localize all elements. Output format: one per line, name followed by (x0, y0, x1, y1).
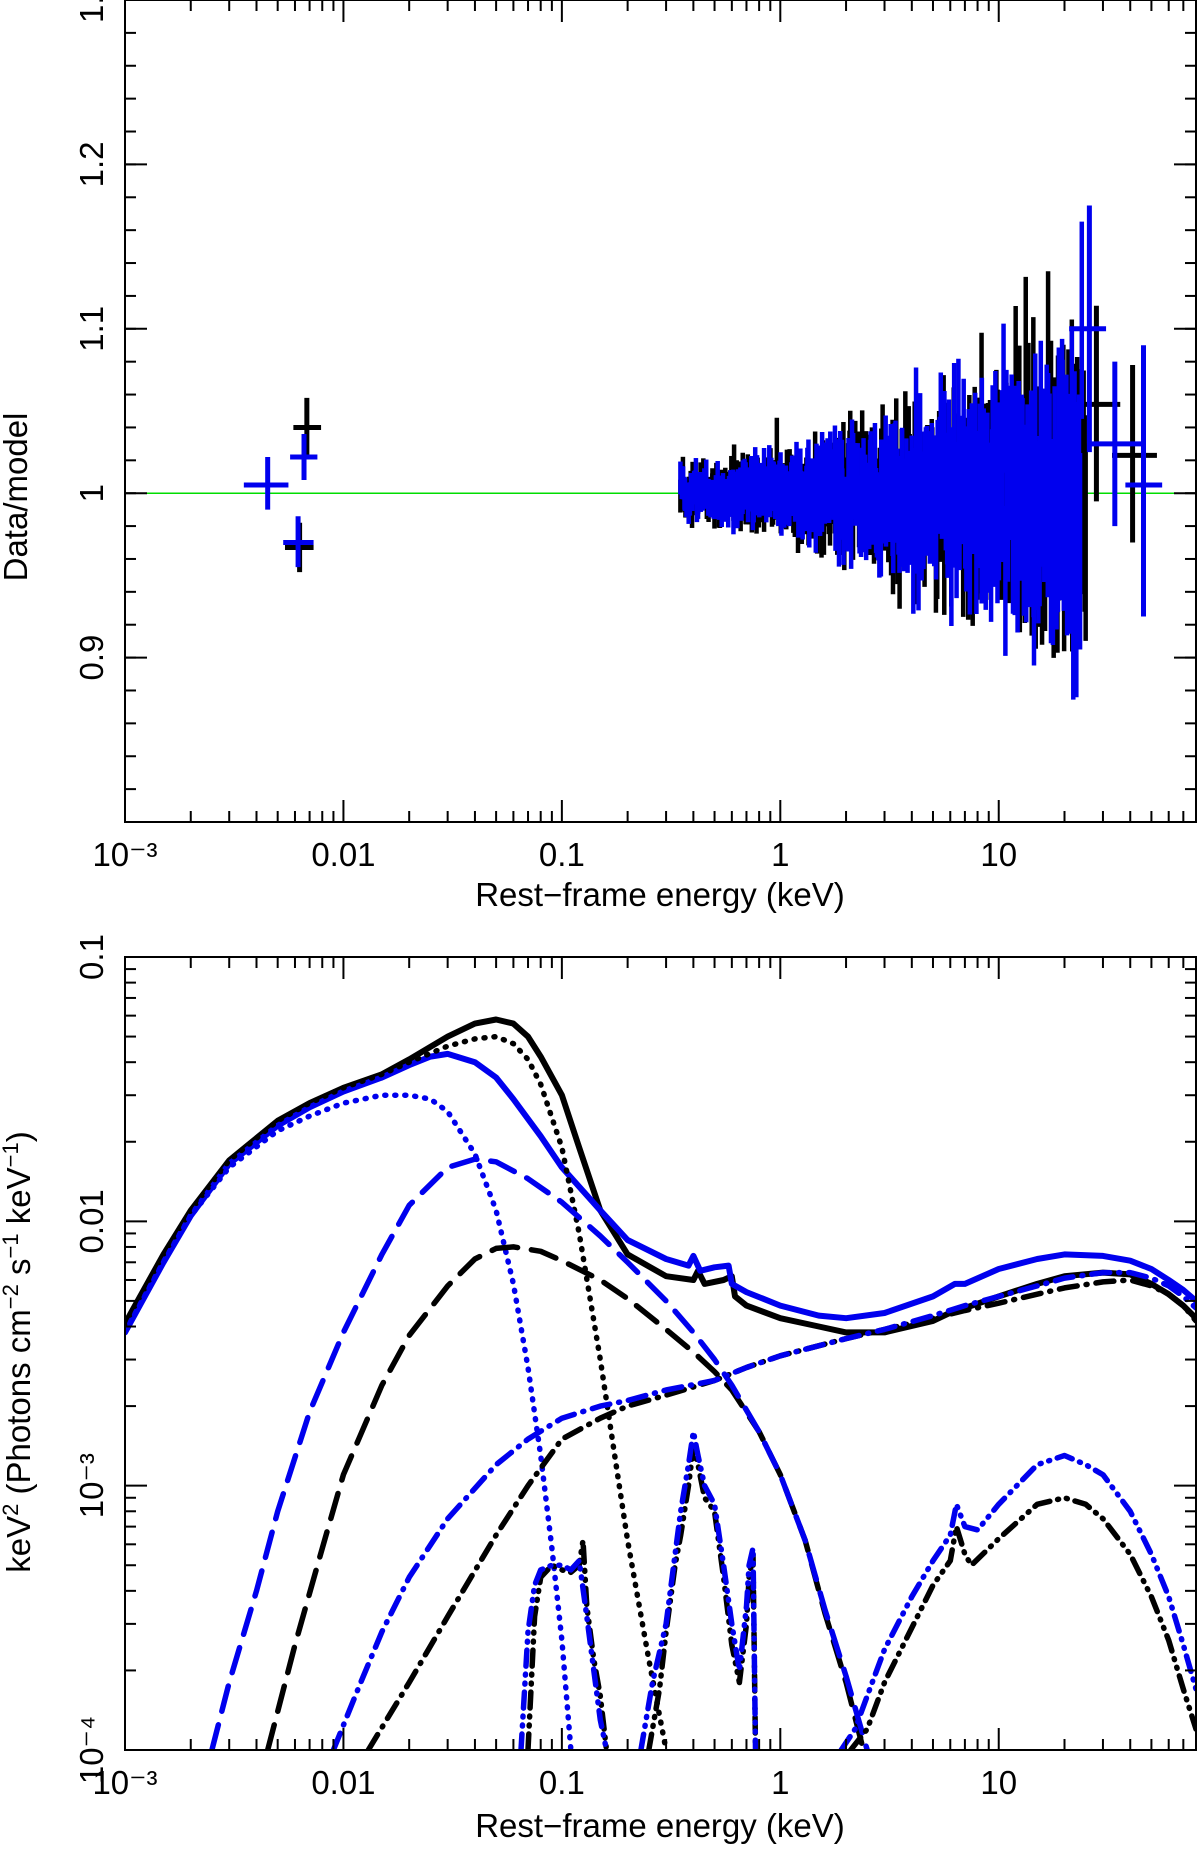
model-curve-warm-corona-black (264, 1244, 867, 1750)
model-curve-warm-corona-blue (209, 1156, 870, 1750)
ratio-residual-point (1077, 452, 1083, 650)
model-curve-reflection-blue (838, 1452, 1196, 1750)
model-x-tick-label: 0.01 (311, 1764, 375, 1801)
ratio-residual-point (913, 367, 919, 471)
ratio-y-tick-label: 0.9 (73, 635, 110, 681)
model-x-axis-title: Rest−frame energy (keV) (475, 1807, 845, 1844)
model-frame (124, 956, 1197, 1751)
ratio-hard-xray-point (1111, 364, 1157, 543)
model-curve-reflection-blue (518, 1557, 610, 1750)
ratio-series-blue (243, 205, 1163, 700)
ratio-residual-point (916, 506, 921, 611)
ratio-y-tick-label: 1.1 (73, 306, 110, 352)
ratio-hard-xray-point (1069, 205, 1107, 453)
model-plot-area (125, 1016, 1196, 1750)
ratio-x-axis-title: Rest−frame energy (keV) (475, 876, 845, 913)
model-x-tick-label: 1 (771, 1764, 789, 1801)
ratio-y-ticks: 0.9 1 1.1 1.2 1.3 (73, 0, 1196, 823)
ratio-residual-point (1083, 443, 1088, 641)
ratio-y-tick-label: 1.3 (73, 0, 110, 23)
model-curve-total-blue (125, 1050, 1196, 1336)
ratio-y-tick-label: 1 (73, 484, 110, 502)
model-x-tick-label: 10 (980, 1764, 1017, 1801)
ratio-optical-uv-point (243, 457, 289, 510)
ratio-hard-xray-point (1125, 345, 1163, 617)
model-curve-reflection-black (646, 1444, 759, 1750)
ratio-optical-uv-point (293, 397, 322, 458)
model-x-ticks: 10⁻³ 0.01 0.1 1 10 (92, 957, 1197, 1801)
ratio-residual-point (1079, 221, 1085, 419)
ratio-residual-point (1001, 323, 1006, 473)
model-curve-disk-blue (125, 1092, 574, 1750)
model-curve-hot-corona-blue (330, 1269, 1196, 1750)
ratio-optical-uv-point (290, 434, 318, 481)
ratio-y-axis-title: Data/model (0, 413, 34, 582)
ratio-x-tick-label: 10⁻³ (92, 836, 157, 873)
model-curve-disk-black (125, 1033, 669, 1750)
model-y-tick-label: 0.01 (73, 1189, 110, 1253)
ratio-x-tick-label: 0.01 (311, 836, 375, 873)
ratio-x-ticks: 10⁻³ 0.01 0.1 1 10 (92, 0, 1197, 873)
model-y-tick-label: 0.1 (73, 934, 110, 980)
model-y-tick-label: 10⁻⁴ (73, 1716, 110, 1784)
model-y-tick-label: 10⁻³ (73, 1453, 110, 1518)
ratio-plot-area (125, 205, 1196, 700)
ratio-frame (124, 0, 1197, 823)
model-curve-hot-corona-black (365, 1277, 1196, 1750)
model-y-axis-title: keV2 (Photons cm−2 s−1 keV−1) (0, 1131, 37, 1573)
model-curve-reflection-blue (638, 1428, 759, 1750)
ratio-optical-uv-point (283, 516, 314, 568)
model-y-ticks: 10⁻⁴ 10⁻³ 0.01 0.1 (73, 934, 1196, 1784)
ratio-x-tick-label: 0.1 (539, 836, 585, 873)
ratio-x-tick-label: 1 (771, 836, 789, 873)
model-x-tick-label: 10⁻³ (92, 1764, 157, 1801)
model-curve-reflection-black (847, 1495, 1196, 1750)
ratio-panel: 10⁻³ 0.01 0.1 1 10 0.9 1 1.1 1.2 1.3 Rest−frame … (0, 0, 1197, 913)
ratio-x-tick-label: 10 (980, 836, 1017, 873)
ratio-y-tick-label: 1.2 (73, 141, 110, 187)
model-x-tick-label: 0.1 (539, 1764, 585, 1801)
ratio-residual-point (836, 496, 842, 567)
model-panel: 10⁻³ 0.01 0.1 1 10 10⁻⁴10⁻³0.010.1 Rest−fram… (0, 934, 1197, 1844)
ratio-hard-xray-point (1089, 361, 1142, 527)
